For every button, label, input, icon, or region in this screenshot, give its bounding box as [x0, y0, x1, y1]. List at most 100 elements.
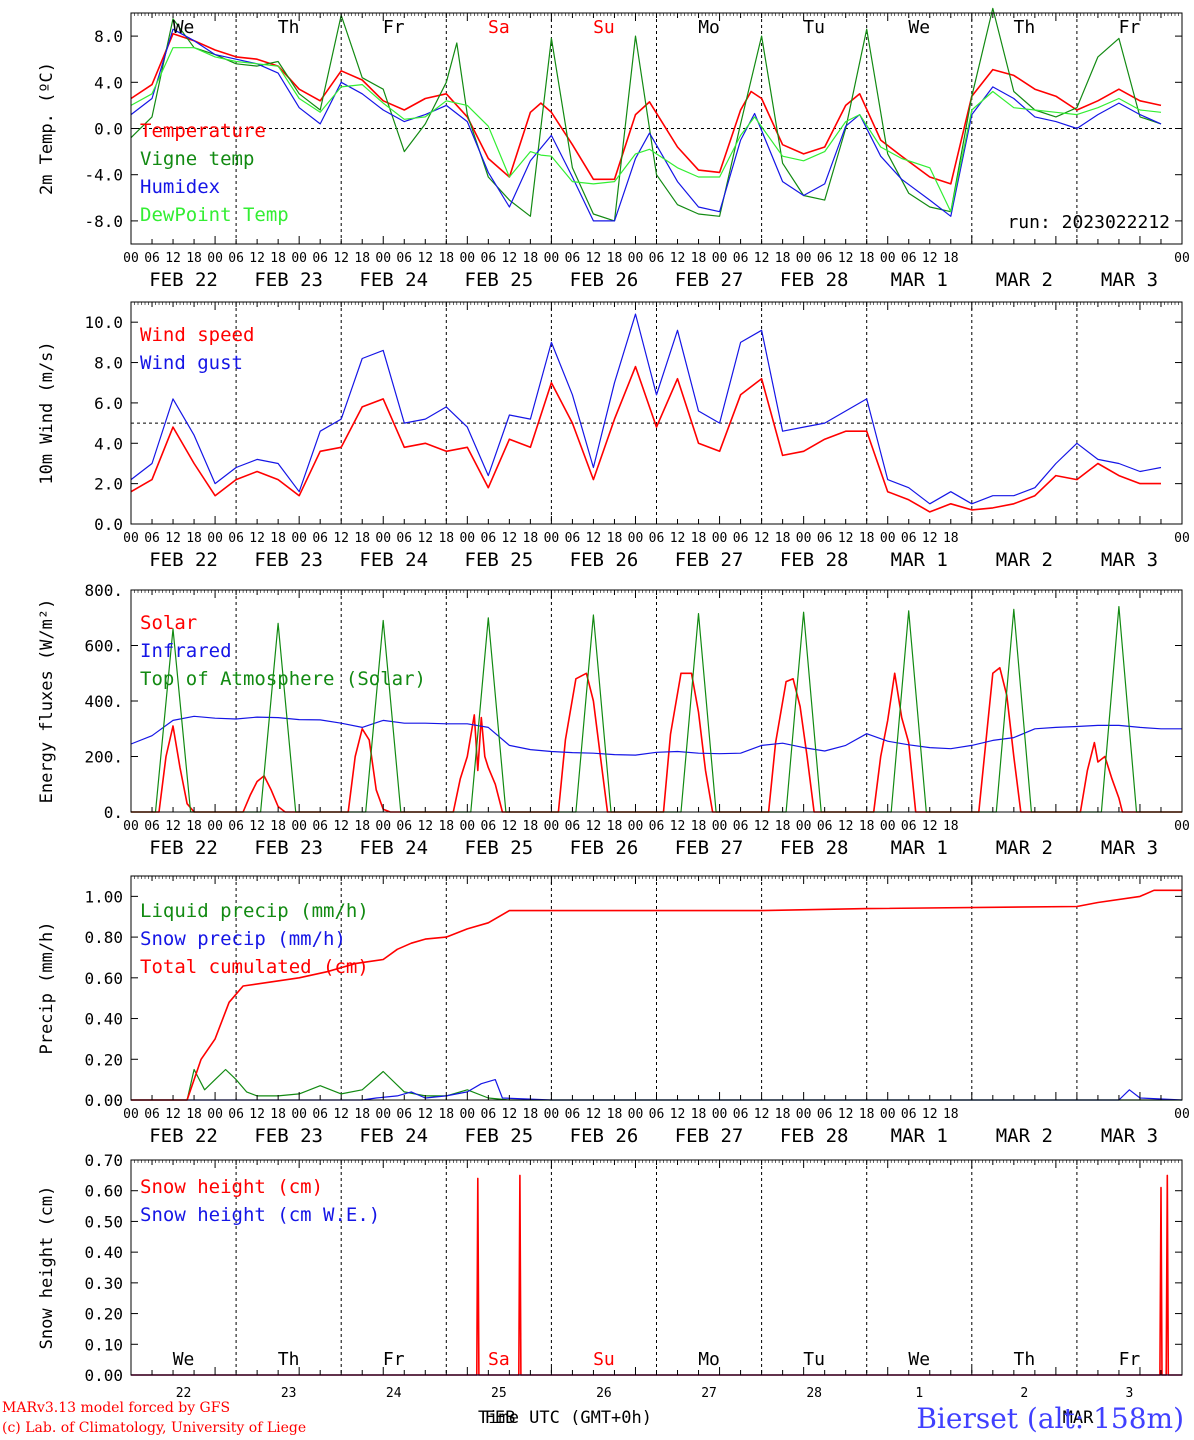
- y-tick-label: 4.0: [94, 73, 123, 92]
- hour-label: 00: [880, 1107, 896, 1122]
- date-label: FEB 27: [675, 269, 744, 291]
- hour-label: 06: [817, 1107, 833, 1122]
- weekday-label: Su: [593, 1349, 615, 1370]
- hour-label: 18: [186, 1107, 202, 1122]
- legend-entry: Wind speed: [140, 324, 254, 346]
- hour-label: 12: [754, 819, 770, 834]
- weekday-label: Mo: [698, 17, 720, 38]
- hour-label: 06: [733, 819, 749, 834]
- hour-label: 06: [817, 531, 833, 546]
- hour-label: 12: [502, 251, 518, 266]
- y-tick-label: -4.0: [84, 166, 123, 185]
- hour-label: 12: [249, 1107, 265, 1122]
- date-label: MAR 3: [1101, 549, 1158, 571]
- hour-label: 00: [123, 1107, 139, 1122]
- hour-label: 12: [838, 531, 854, 546]
- legend-entry: Total cumulated (cm): [140, 956, 369, 978]
- weekday-label: Su: [593, 17, 615, 38]
- hour-label: 18: [186, 251, 202, 266]
- y-tick-label: 0.40: [84, 1010, 123, 1029]
- y-tick-label: 600.: [84, 637, 123, 656]
- y-tick-label: 10.0: [84, 313, 123, 332]
- hour-label: 06: [733, 1107, 749, 1122]
- series-dewpoint-temp: [130, 47, 1162, 213]
- hour-label: 00: [123, 251, 139, 266]
- hour-label: 06: [649, 531, 665, 546]
- y-tick-label: 0.00: [84, 1091, 123, 1110]
- hour-label: 06: [565, 531, 581, 546]
- hour-label: 00: [291, 1107, 307, 1122]
- y-tick-label: 0.80: [84, 928, 123, 947]
- hour-label: 00: [796, 1107, 812, 1122]
- hour-label: 06: [228, 251, 244, 266]
- y-tick-label: 0.40: [84, 1243, 123, 1262]
- hour-label: 12: [333, 251, 349, 266]
- hour-label: 06: [144, 819, 160, 834]
- hour-label: 12: [754, 531, 770, 546]
- hour-label: 12: [165, 819, 181, 834]
- hour-label: 18: [859, 1107, 875, 1122]
- hour-label: 12: [922, 531, 938, 546]
- hour-label: 06: [396, 819, 412, 834]
- hour-label: 00: [544, 819, 560, 834]
- hour-label: 12: [417, 251, 433, 266]
- series-infrared: [130, 715, 1182, 756]
- hour-label: 00: [544, 531, 560, 546]
- y-tick-label: 0.00: [84, 1366, 123, 1385]
- hour-label: 00: [880, 531, 896, 546]
- hour-label: 06: [312, 251, 328, 266]
- hour-label: 00: [291, 819, 307, 834]
- hour-label: 06: [396, 531, 412, 546]
- hour-label: 18: [943, 1107, 959, 1122]
- hour-label: 18: [775, 251, 791, 266]
- x-axis-title: Time UTC (GMT+0h): [478, 1408, 652, 1428]
- hour-label: 06: [228, 819, 244, 834]
- hour-label: 12: [838, 819, 854, 834]
- hour-label: 18: [691, 251, 707, 266]
- hour-label: 12: [502, 1107, 518, 1122]
- hour-label: 18: [523, 819, 539, 834]
- date-label: FEB 25: [465, 837, 534, 859]
- hour-label: 00: [544, 251, 560, 266]
- day-number-label: 2: [1020, 1386, 1028, 1401]
- day-number-label: 27: [701, 1386, 717, 1401]
- hour-label: 00: [1174, 819, 1190, 834]
- hour-label: 00: [123, 819, 139, 834]
- date-label: FEB 26: [570, 1125, 639, 1147]
- weekday-label: Sa: [488, 17, 510, 38]
- date-label: MAR 1: [891, 1125, 948, 1147]
- hour-label: 18: [943, 251, 959, 266]
- weekday-label: Th: [1014, 17, 1036, 38]
- weekday-label: Fr: [1119, 17, 1141, 38]
- hour-label: 06: [901, 1107, 917, 1122]
- date-label: FEB 27: [675, 837, 744, 859]
- hour-label: 18: [859, 819, 875, 834]
- y-tick-label: 200.: [84, 748, 123, 767]
- series-wind-speed: [130, 365, 1161, 513]
- date-label: FEB 23: [254, 269, 323, 291]
- y-axis-label: 2m Temp. (ºC): [37, 62, 57, 195]
- hour-label: 00: [796, 819, 812, 834]
- hour-label: 18: [943, 819, 959, 834]
- hour-label: 06: [481, 531, 497, 546]
- date-label: FEB 26: [570, 269, 639, 291]
- hour-label: 06: [817, 251, 833, 266]
- hour-label: 00: [712, 531, 728, 546]
- hour-label: 18: [607, 819, 623, 834]
- hour-label: 12: [417, 531, 433, 546]
- hour-label: 00: [628, 1107, 644, 1122]
- panel-4: 0.00 0.20 0.40 0.60 0.80 1.00 Precip (mm/h) Liq…: [37, 875, 1190, 1147]
- panel-1: -8.0 -4.0 0.0 4.0 8.0 2m Temp. (ºC) Temperatur…: [37, 7, 1190, 291]
- panel-2: 0.0 2.0 4.0 6.0 8.0 10.0 10m Wind (m/s) Wind sp…: [37, 301, 1190, 571]
- legend-entry: Snow precip (mm/h): [140, 928, 346, 950]
- date-label: FEB 27: [675, 1125, 744, 1147]
- hour-label: 06: [481, 819, 497, 834]
- date-label: FEB 22: [149, 269, 218, 291]
- hour-label: 00: [207, 819, 223, 834]
- weekday-label: Fr: [1119, 1349, 1141, 1370]
- weekday-label: Fr: [383, 17, 405, 38]
- hour-label: 12: [670, 1107, 686, 1122]
- weekday-label: Fr: [383, 1349, 405, 1370]
- hour-label: 00: [375, 531, 391, 546]
- series-temperature: [130, 32, 1162, 185]
